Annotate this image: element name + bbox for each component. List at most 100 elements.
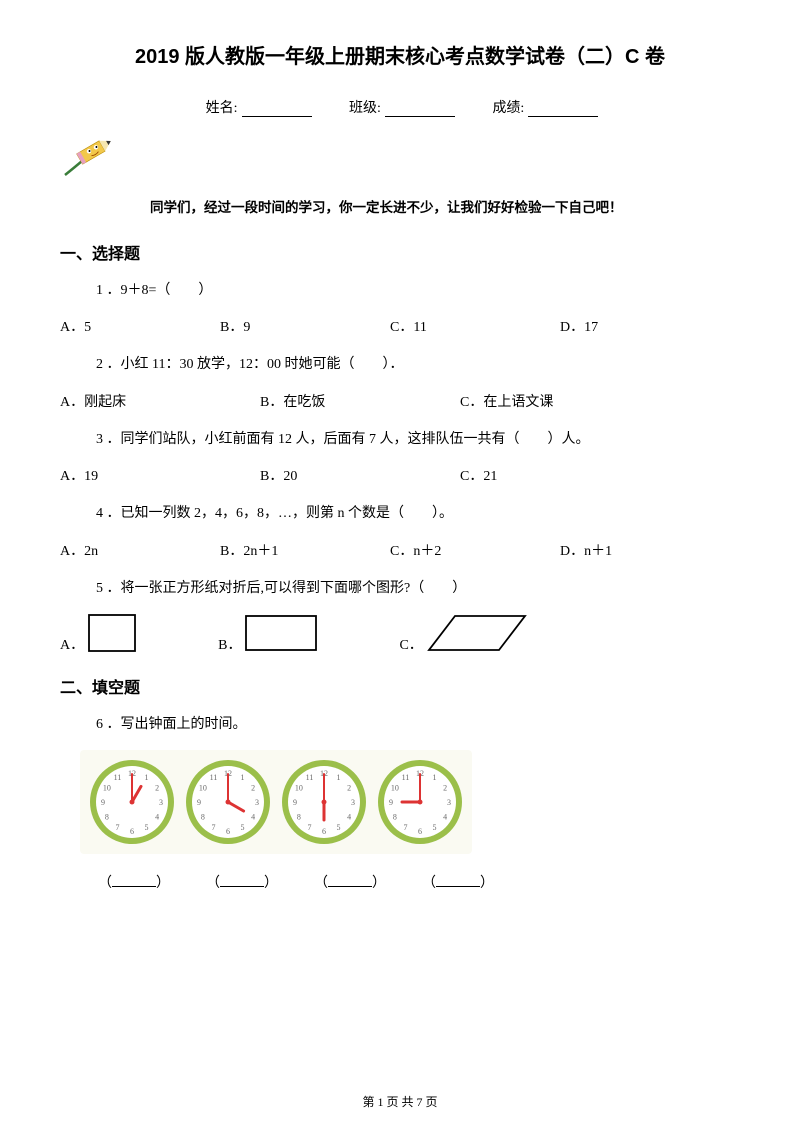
section-2-header: 二、填空题 (60, 674, 740, 698)
clock-ans-1[interactable]: （） (80, 872, 188, 892)
svg-text:7: 7 (308, 823, 312, 832)
svg-text:8: 8 (105, 813, 109, 822)
svg-text:11: 11 (306, 773, 314, 782)
class-label: 班级: (349, 101, 381, 116)
svg-text:8: 8 (201, 813, 205, 822)
svg-text:4: 4 (155, 813, 159, 822)
q4-text: 4 ．已知一列数 2，4，6，8，…，则第 n 个数是（ ）。 (96, 503, 740, 525)
svg-text:5: 5 (241, 823, 245, 832)
clock-2-icon: 123456789101112 (180, 754, 276, 850)
q2-opt-a[interactable]: A．刚起床 (60, 391, 260, 411)
q3-opt-c[interactable]: C．21 (460, 465, 660, 485)
q3-options: A．19 B．20 C．21 (60, 465, 740, 485)
name-label: 姓名: (206, 101, 238, 116)
svg-text:4: 4 (443, 813, 447, 822)
page-footer: 第 1 页 共 7 页 (0, 1093, 800, 1110)
q5-text: 5 ．将一张正方形纸对折后,可以得到下面哪个图形?（ ） (96, 578, 740, 600)
svg-text:4: 4 (251, 813, 255, 822)
q2-text: 2 ．小红 11：30 放学，12：00 时她可能（ ）． (96, 354, 740, 376)
section-1-header: 一、选择题 (60, 240, 740, 264)
svg-text:1: 1 (337, 773, 341, 782)
q4-options: A．2n B．2n＋1 C．n＋2 D．n＋1 (60, 540, 740, 560)
svg-text:2: 2 (347, 784, 351, 793)
exam-title: 2019 版人教版一年级上册期末核心考点数学试卷（二）C 卷 (60, 40, 740, 69)
q1-opt-c[interactable]: C．11 (390, 316, 560, 336)
q3-opt-a[interactable]: A．19 (60, 465, 260, 485)
svg-text:9: 9 (197, 798, 201, 807)
svg-text:7: 7 (212, 823, 216, 832)
svg-text:6: 6 (226, 827, 230, 836)
svg-text:2: 2 (251, 784, 255, 793)
clock-3-icon: 123456789101112 (276, 754, 372, 850)
svg-text:9: 9 (101, 798, 105, 807)
clocks-row: 123456789101112 123456789101112 12345678… (80, 750, 472, 854)
q2-opt-c[interactable]: C．在上语文课 (460, 391, 660, 411)
pencil-mascot (60, 127, 740, 184)
svg-text:1: 1 (241, 773, 245, 782)
svg-text:6: 6 (130, 827, 134, 836)
q4-opt-a[interactable]: A．2n (60, 540, 220, 560)
svg-text:5: 5 (145, 823, 149, 832)
score-label: 成绩: (492, 101, 524, 116)
svg-text:2: 2 (443, 784, 447, 793)
clock-answers: （） （） （） （） (80, 872, 740, 892)
svg-text:5: 5 (337, 823, 341, 832)
score-blank[interactable] (528, 102, 598, 117)
svg-text:3: 3 (159, 798, 163, 807)
svg-text:10: 10 (391, 784, 399, 793)
svg-text:2: 2 (155, 784, 159, 793)
svg-text:10: 10 (199, 784, 207, 793)
encourage-text: 同学们，经过一段时间的学习，你一定长进不少，让我们好好检验一下自己吧！ (150, 196, 740, 216)
q2-options: A．刚起床 B．在吃饭 C．在上语文课 (60, 391, 740, 411)
svg-text:10: 10 (103, 784, 111, 793)
svg-text:11: 11 (402, 773, 410, 782)
svg-text:7: 7 (404, 823, 408, 832)
q5-opt-c-label: C． (399, 634, 422, 654)
svg-text:10: 10 (295, 784, 303, 793)
clock-ans-2[interactable]: （） (188, 872, 296, 892)
svg-text:8: 8 (297, 813, 301, 822)
q3-opt-b[interactable]: B．20 (260, 465, 460, 485)
svg-text:9: 9 (293, 798, 297, 807)
svg-text:6: 6 (322, 827, 326, 836)
svg-text:1: 1 (433, 773, 437, 782)
svg-text:6: 6 (418, 827, 422, 836)
svg-text:3: 3 (447, 798, 451, 807)
q1-opt-b[interactable]: B．9 (220, 316, 390, 336)
q6-text: 6 ．写出钟面上的时间。 (96, 714, 740, 736)
info-line: 姓名: 班级: 成绩: (60, 97, 740, 117)
q5-opt-b-label: B． (218, 634, 241, 654)
pencil-icon (60, 127, 120, 179)
rectangle-shape-icon (245, 614, 319, 654)
svg-text:1: 1 (145, 773, 149, 782)
clock-ans-3[interactable]: （） (296, 872, 404, 892)
clock-ans-4[interactable]: （） (404, 872, 512, 892)
parallelogram-shape-icon (427, 614, 527, 654)
q5-opt-a[interactable]: A． (60, 614, 138, 654)
name-blank[interactable] (242, 102, 312, 117)
class-blank[interactable] (385, 102, 455, 117)
q5-opt-c[interactable]: C． (399, 614, 526, 654)
q4-opt-d[interactable]: D．n＋1 (560, 540, 700, 560)
svg-text:3: 3 (255, 798, 259, 807)
q5-opt-b[interactable]: B． (218, 614, 319, 654)
q2-opt-b[interactable]: B．在吃饭 (260, 391, 460, 411)
q1-text: 1 ．9＋8=（ ） (96, 280, 740, 302)
svg-text:11: 11 (210, 773, 218, 782)
clock-4-icon: 123456789101112 (372, 754, 468, 850)
q4-opt-b[interactable]: B．2n＋1 (220, 540, 390, 560)
square-shape-icon (88, 614, 138, 654)
q3-text: 3 ．同学们站队，小红前面有 12 人，后面有 7 人，这排队伍一共有（ ）人。 (96, 429, 740, 451)
svg-text:11: 11 (114, 773, 122, 782)
page: 2019 版人教版一年级上册期末核心考点数学试卷（二）C 卷 姓名: 班级: 成… (0, 0, 800, 1132)
q1-opt-d[interactable]: D．17 (560, 316, 700, 336)
q5-opt-a-label: A． (60, 634, 84, 654)
svg-text:7: 7 (116, 823, 120, 832)
svg-text:3: 3 (351, 798, 355, 807)
clock-1-icon: 123456789101112 (84, 754, 180, 850)
svg-text:8: 8 (393, 813, 397, 822)
svg-text:5: 5 (433, 823, 437, 832)
q1-opt-a[interactable]: A．5 (60, 316, 220, 336)
q5-options: A． B． C． (60, 614, 740, 654)
q4-opt-c[interactable]: C．n＋2 (390, 540, 560, 560)
